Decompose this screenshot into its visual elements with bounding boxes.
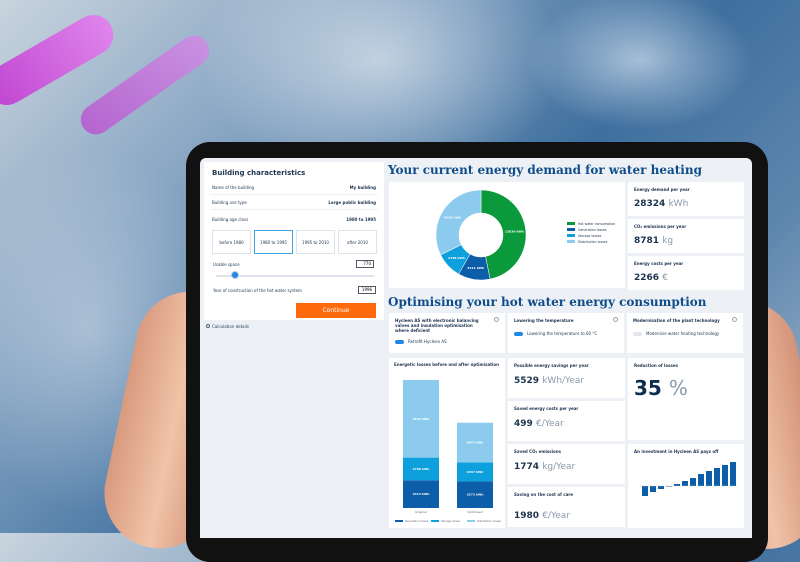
settings-icon[interactable] — [494, 317, 499, 322]
payoff-bar — [682, 481, 688, 486]
measure-card: Lowering the temperature Lowering the tem… — [508, 313, 624, 353]
savings-card: Saving on the cost of care 1980 €/Year — [508, 487, 625, 527]
payoff-bar — [674, 484, 680, 486]
pie-slice — [435, 189, 482, 256]
measure-toggle[interactable] — [395, 340, 404, 344]
bar-segment — [457, 481, 493, 508]
bar-label: 3273 kWh — [467, 493, 484, 497]
bar-segment — [403, 457, 439, 481]
bar-segment — [457, 462, 493, 482]
legend-swatch — [395, 520, 403, 522]
slice-label: 13836 kWh — [505, 230, 524, 234]
settings-icon[interactable] — [613, 317, 618, 322]
reduction-card: Reduction of losses 35 % — [628, 358, 744, 440]
category-label: Optimised — [467, 510, 482, 514]
age-option-1995-2010[interactable]: 1995 to 2010 — [296, 230, 335, 254]
payoff-bar — [642, 486, 648, 496]
year-label: Year of construction of the hot water sy… — [213, 288, 302, 293]
calculation-details-link[interactable]: Calculation details — [206, 324, 249, 329]
building-panel: Building characteristics Name of the bui… — [204, 162, 384, 320]
measure-toggle[interactable] — [514, 332, 523, 336]
legend-swatch — [567, 228, 575, 231]
legend-swatch — [467, 520, 475, 522]
stat-costs: Energy costs per year 2266 € — [628, 256, 744, 290]
demand-chart-panel: 13836 kWh Hot water consumption 3413 kWh Ge… — [389, 182, 625, 288]
losses-chart-panel: Energetic losses before and after optimi… — [389, 358, 505, 528]
slice-label: 3413 kWh — [467, 266, 484, 270]
legend-label: Storage losses — [441, 519, 461, 523]
bar-segment — [457, 422, 493, 463]
payoff-bar — [730, 462, 736, 486]
payoff-bar — [698, 474, 704, 486]
donut-chart: 13836 kWh Hot water consumption 3413 kWh Ge… — [435, 189, 615, 281]
area-slider-thumb[interactable] — [230, 271, 239, 279]
payoff-bar — [690, 478, 696, 486]
age-option-1980-1995[interactable]: 1980 to 1995 — [254, 230, 293, 254]
legend-label: Distribution losses — [477, 519, 502, 523]
pie-slice — [480, 189, 527, 280]
payoff-bar — [722, 465, 728, 486]
building-name-row[interactable]: Name of the building My building — [210, 181, 378, 195]
legend-label: Generation losses — [578, 228, 607, 232]
age-option-after-2010[interactable]: after 2010 — [338, 230, 377, 254]
slice-label: 2788 kWh — [448, 256, 465, 260]
continue-button[interactable]: Continue — [296, 303, 376, 318]
payoff-card: An investment in Hycleen AS pays off — [628, 444, 744, 528]
legend-swatch — [567, 240, 575, 243]
legend-swatch — [431, 520, 439, 522]
legend-swatch — [567, 222, 575, 225]
stacked-bar-chart: 3413 kWh 2788 kWh 9559 kWh Original 3273 kWh… — [395, 379, 502, 523]
legend-label: Storage losses — [578, 234, 602, 238]
panel-title: Building characteristics — [212, 169, 306, 177]
area-label: Usable space — [213, 262, 240, 267]
payoff-bar — [666, 486, 672, 487]
legend-swatch — [567, 234, 575, 237]
savings-card: Saved energy costs per year 499 €/Year — [508, 401, 625, 441]
bar-label: 4875 kWh — [467, 441, 484, 445]
year-input[interactable]: 1996 — [358, 286, 376, 294]
area-slider-track[interactable] — [216, 275, 374, 277]
savings-card: Possible energy savings per year 5529 kWh… — [508, 358, 625, 398]
slice-label: 9559 kWh — [444, 215, 461, 219]
tablet-screen: Building characteristics Name of the bui… — [200, 158, 752, 538]
age-row: Building age class 1980 to 1995 — [212, 216, 376, 222]
settings-icon[interactable] — [732, 317, 737, 322]
info-icon — [206, 324, 210, 328]
measure-card: Modernisation of the plant technology Mod… — [627, 313, 743, 353]
savings-card: Saved CO₂ emissions 1774 kg/Year — [508, 444, 625, 484]
demand-title: Your current energy demand for water hea… — [388, 163, 702, 177]
stat-co2: CO₂ emissions per year 8781 kg — [628, 219, 744, 253]
measure-card: Hycleen AS with electronic balancing val… — [389, 313, 505, 353]
legend-label: Hot water consumption — [578, 222, 615, 226]
optim-title: Optimising your hot water energy consump… — [388, 295, 707, 309]
bar-segment — [403, 379, 439, 458]
measure-toggle[interactable] — [633, 332, 642, 336]
payoff-bar — [714, 468, 720, 486]
payoff-chart — [640, 462, 738, 496]
legend-label: Distribution losses — [578, 240, 608, 244]
stat-energy-demand: Energy demand per year 28324 kWh — [628, 182, 744, 216]
bar-label: 2788 kWh — [413, 467, 430, 471]
category-label: Original — [415, 510, 427, 514]
area-input[interactable]: 770 — [356, 260, 374, 268]
payoff-bar — [650, 486, 656, 492]
building-use-row[interactable]: Building use type Large public building — [210, 196, 378, 210]
payoff-bar — [706, 471, 712, 486]
bar-segment — [403, 480, 439, 508]
age-option-before-1980[interactable]: before 1980 — [212, 230, 251, 254]
bar-label: 2347 kWh — [467, 470, 484, 474]
bar-label: 3413 kWh — [413, 492, 430, 496]
legend-label: Generation losses — [405, 519, 429, 523]
bar-label: 9559 kWh — [413, 417, 430, 421]
payoff-bar — [658, 486, 664, 489]
